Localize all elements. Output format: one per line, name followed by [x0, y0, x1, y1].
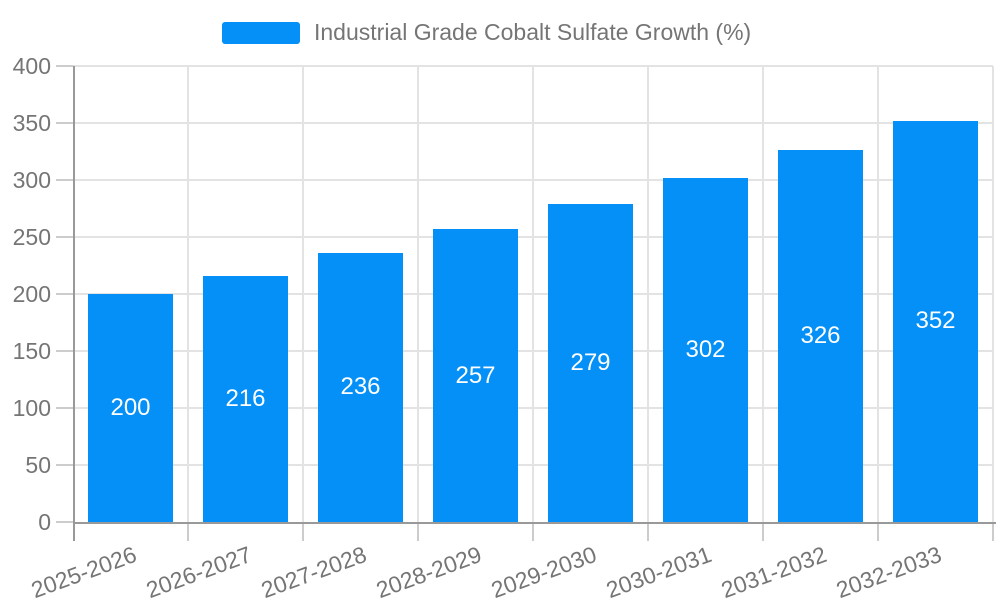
bar-value-label: 326: [800, 322, 841, 350]
bar[interactable]: 352: [893, 120, 978, 522]
y-tick: [56, 179, 73, 181]
legend-item[interactable]: Industrial Grade Cobalt Sulfate Growth (…: [222, 21, 751, 44]
x-tick: [762, 524, 764, 541]
x-tick: [187, 524, 189, 541]
y-axis-line: [73, 66, 75, 541]
y-axis-tick-label: 400: [12, 53, 51, 79]
legend-swatch-icon: [222, 21, 300, 44]
bar[interactable]: 257: [433, 229, 518, 522]
y-tick: [56, 407, 73, 409]
v-gridline: [532, 66, 534, 522]
v-gridline: [302, 66, 304, 522]
y-axis-tick-label: 300: [12, 167, 51, 193]
v-gridline: [762, 66, 764, 522]
bar-value-label: 257: [455, 361, 496, 389]
x-tick: [302, 524, 304, 541]
y-axis-tick-label: 150: [12, 338, 51, 364]
y-axis-tick-label: 350: [12, 110, 51, 136]
x-tick: [992, 524, 994, 541]
bar[interactable]: 302: [663, 177, 748, 522]
x-tick: [417, 524, 419, 541]
y-tick: [56, 464, 73, 466]
v-gridline: [187, 66, 189, 522]
bar[interactable]: 236: [318, 252, 403, 522]
y-tick: [56, 293, 73, 295]
y-axis-tick-label: 250: [12, 224, 51, 250]
bar-value-label: 236: [340, 373, 381, 401]
x-tick: [647, 524, 649, 541]
x-tick: [532, 524, 534, 541]
bar-value-label: 216: [225, 384, 266, 412]
legend-label: Industrial Grade Cobalt Sulfate Growth (…: [314, 19, 752, 45]
bar-value-label: 352: [915, 307, 956, 335]
v-gridline: [647, 66, 649, 522]
bar[interactable]: 200: [88, 294, 173, 522]
bar-value-label: 200: [110, 394, 151, 421]
bar-value-label: 302: [685, 335, 726, 363]
x-tick: [877, 524, 879, 541]
x-axis-line: [73, 522, 996, 524]
v-gridline: [417, 66, 419, 522]
bar[interactable]: 216: [203, 275, 288, 522]
bar-value-label: 279: [570, 348, 611, 376]
y-axis-tick-label: 50: [25, 452, 51, 478]
y-axis-tick-label: 200: [12, 281, 51, 307]
y-tick: [56, 122, 73, 124]
y-tick: [56, 65, 73, 67]
v-gridline: [992, 66, 994, 522]
y-axis-tick-label: 0: [38, 509, 51, 535]
v-gridline: [877, 66, 879, 522]
bar[interactable]: 326: [778, 150, 863, 522]
y-tick: [56, 521, 73, 523]
y-tick: [56, 350, 73, 352]
y-axis-tick-label: 100: [12, 395, 51, 421]
y-tick: [56, 236, 73, 238]
bar[interactable]: 279: [548, 203, 633, 522]
